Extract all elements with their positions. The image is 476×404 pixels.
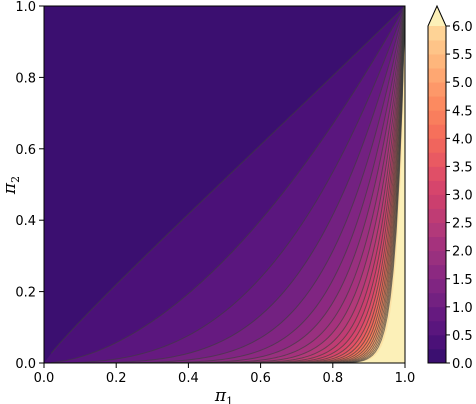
colorbar-band — [428, 68, 446, 83]
y-tick-label: 0.8 — [15, 71, 36, 86]
plot-area — [43, 5, 406, 364]
contour-line-7 — [51, 6, 405, 363]
contour-line-13 — [51, 6, 405, 363]
y-tick-label: 1.0 — [15, 0, 36, 15]
colorbar-tick-label: 2.5 — [452, 217, 473, 232]
colorbar-tick-label: 0.0 — [452, 357, 473, 372]
colorbar-frame — [427, 4, 447, 364]
colorbar-band — [428, 278, 446, 294]
colorbar-band — [428, 166, 446, 181]
contour-line-16 — [51, 6, 405, 363]
contour-line-19 — [51, 6, 405, 363]
colorbar-band — [428, 26, 446, 41]
colorbar-tick-label: 1.5 — [452, 273, 473, 288]
contour-fills — [44, 6, 405, 363]
colorbar-band — [428, 208, 446, 223]
y-tick-label: 0.4 — [15, 214, 36, 229]
y-axis: 0.0 0.2 0.4 0.6 0.8 1.0 — [15, 0, 44, 372]
contour-line-15 — [51, 6, 405, 363]
colorbar-band — [428, 250, 446, 266]
colorbar-tick-label: 4.5 — [452, 104, 473, 119]
x-tick-label: 0.8 — [322, 371, 343, 386]
colorbar-band — [428, 320, 446, 336]
colorbar-band — [428, 334, 446, 350]
x-axis: 0.0 0.2 0.4 0.6 0.8 1.0 — [34, 363, 416, 386]
colorbar-tick-label: 6.0 — [452, 20, 473, 35]
colorbar-band — [428, 124, 446, 139]
colorbar-band — [428, 152, 446, 167]
y-axis-title: π2 — [0, 176, 22, 195]
plot-frame — [43, 5, 406, 364]
x-axis-title: π1 — [214, 386, 233, 404]
colorbar-band — [428, 54, 446, 69]
colorbar-tick-label: 4.0 — [452, 132, 473, 147]
y-tick-label: 0.2 — [15, 286, 36, 301]
contour-line-18 — [51, 6, 405, 363]
colorbar-tick-label: 3.5 — [452, 160, 473, 175]
x-tick-label: 0.0 — [34, 371, 55, 386]
colorbar-band — [428, 110, 446, 125]
colorbar-band — [428, 306, 446, 322]
colorbar-tick-label: 3.0 — [452, 189, 473, 204]
contour-band-4 — [44, 6, 405, 363]
colorbar-tick-label: 0.5 — [452, 329, 473, 344]
x-tick-label: 0.2 — [106, 371, 127, 386]
contour-line-17 — [51, 6, 405, 363]
colorbar-band — [428, 96, 446, 111]
colorbar-tick-label: 5.0 — [452, 76, 473, 91]
x-tick-label: 0.4 — [178, 371, 199, 386]
colorbar-tick-label: 1.0 — [452, 301, 473, 316]
colorbar-extend-arrow — [428, 6, 446, 26]
colorbar-tick-label: 2.0 — [452, 245, 473, 260]
contour-line-1 — [50, 6, 405, 354]
colorbar-band — [428, 82, 446, 97]
colorbar-band — [428, 138, 446, 153]
x-tick-label: 1.0 — [395, 371, 416, 386]
colorbar-band — [428, 222, 446, 238]
colorbar-tick-label: 5.5 — [452, 48, 473, 63]
colorbar-band — [428, 236, 446, 252]
colorbar-band — [428, 194, 446, 209]
colorbar-band — [428, 180, 446, 195]
colorbar-band — [428, 348, 446, 364]
colorbar-band — [428, 40, 446, 55]
y-tick-label: 0.0 — [15, 357, 36, 372]
colorbar: 0.0 0.5 1.0 1.5 2.0 2.5 3.0 3.5 4.0 4.5 5.0 5.5 6.0 — [427, 4, 473, 372]
contour-line-2 — [51, 6, 405, 363]
contour-line-14 — [51, 6, 405, 363]
colorbar-band — [428, 292, 446, 308]
contour-line-3 — [51, 6, 405, 363]
y-tick-label: 0.6 — [15, 143, 36, 158]
x-tick-label: 0.6 — [250, 371, 271, 386]
colorbar-band — [428, 264, 446, 280]
